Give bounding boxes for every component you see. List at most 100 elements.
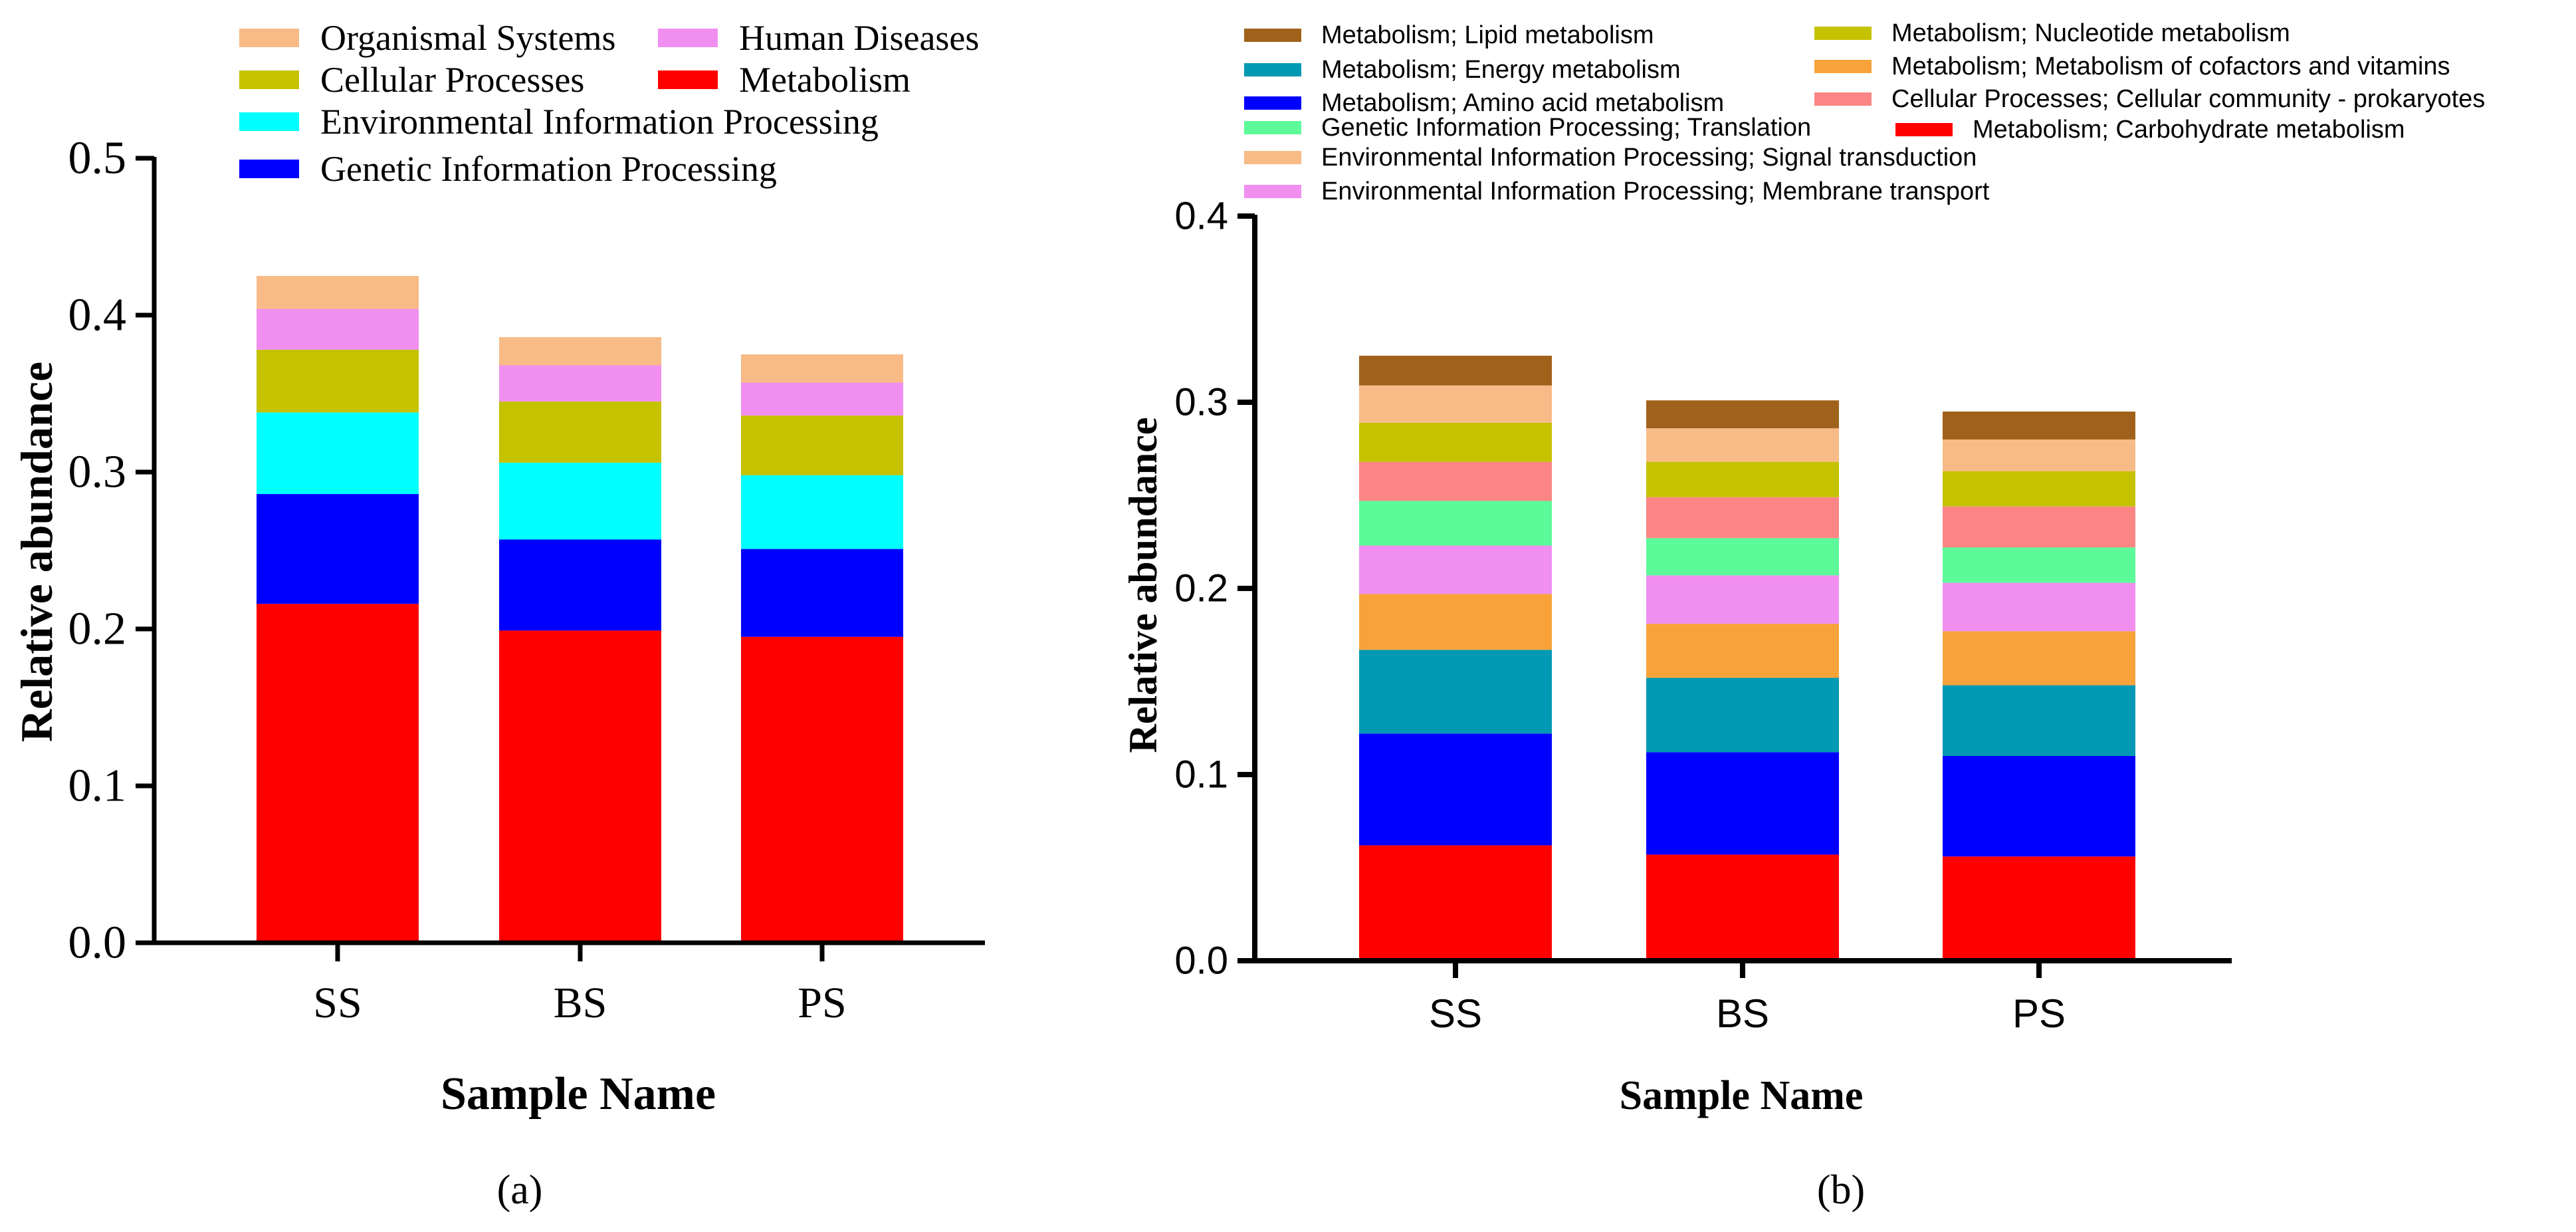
panel-b-legend-item: Metabolism; Nucleotide metabolism — [1814, 19, 2290, 47]
panel-b-legend-label: Genetic Information Processing; Translat… — [1321, 114, 1811, 142]
panel-a-y-tick-label: 0.5 — [68, 133, 127, 184]
panel-b-bar-bs-5 — [1646, 538, 1839, 576]
panel-b-bar-ps-1 — [1943, 756, 2135, 857]
panel-b-x-tick-label: SS — [1429, 991, 1482, 1036]
panel-b-bar-ss-6 — [1359, 461, 1552, 501]
panel-b-bar-ps-6 — [1943, 506, 2135, 548]
panel-b-bar-ss-8 — [1359, 385, 1552, 423]
panel-b-legend-label: Cellular Processes; Cellular community -… — [1891, 85, 2485, 113]
panel-b-legend-item: Genetic Information Processing; Translat… — [1244, 114, 1811, 142]
panel-b-bar-ss-9 — [1359, 356, 1552, 386]
panel-a-panel-label: (a) — [497, 1168, 543, 1213]
panel-a-y-tick-label: 0.4 — [68, 290, 127, 341]
panel-a-x-tick-label: BS — [554, 979, 607, 1027]
panel-b-x-tick-label: BS — [1716, 991, 1769, 1036]
panel-a-legend-item: Human Diseases — [658, 18, 979, 58]
panel-a-legend-item: Organismal Systems — [239, 18, 616, 58]
panel-a-legend-label: Metabolism — [739, 60, 911, 100]
panel-a-legend-item: Genetic Information Processing — [239, 149, 777, 189]
panel-a-bar-bs-1 — [499, 539, 661, 631]
panel-b-bar-ps-0 — [1943, 856, 2135, 961]
panel-b-x-axis-title: Sample Name — [1620, 1073, 1864, 1118]
panel-b-y-tick-label: 0.1 — [1174, 753, 1228, 797]
panel-a-bar-ps-1 — [741, 549, 903, 637]
panel-a-legend-label: Organismal Systems — [320, 18, 616, 58]
panel-b-legend-item: Metabolism; Lipid metabolism — [1244, 21, 1654, 49]
panel-a-bar-bs-0 — [499, 630, 661, 943]
panel-b-legend-label: Metabolism; Energy metabolism — [1321, 56, 1681, 84]
panel-b-legend-label: Metabolism; Nucleotide metabolism — [1891, 19, 2290, 47]
panel-b-bar-ps-9 — [1943, 412, 2135, 439]
panel-b-bar-ss-7 — [1359, 422, 1552, 462]
panel-b-legend-swatch — [1244, 151, 1301, 164]
panel-b-legend-label: Metabolism; Carbohydrate metabolism — [1973, 116, 2405, 144]
panel-a-legend-label: Environmental Information Processing — [320, 102, 879, 142]
panel-b-bar-bs-1 — [1646, 752, 1839, 855]
panel-a-bar-bs-5 — [499, 337, 661, 366]
panel-b-bar-ss-3 — [1359, 594, 1552, 650]
panel-a-y-tick-label: 0.0 — [68, 918, 127, 969]
panel-a-bar-bs-3 — [499, 401, 661, 463]
panel-a-legend-swatch — [239, 29, 299, 47]
panel-a-legend-swatch — [658, 70, 718, 89]
panel-a-legend-swatch — [658, 29, 718, 47]
panel-b-legend-label: Metabolism; Lipid metabolism — [1321, 21, 1654, 49]
panel-b-legend-label: Metabolism; Amino acid metabolism — [1321, 89, 1724, 117]
panel-b-bar-ss-4 — [1359, 545, 1552, 594]
panel-a-bar-ps-2 — [741, 475, 903, 549]
panel-b-bar-ps-2 — [1943, 685, 2135, 756]
panel-a-legend-label: Human Diseases — [739, 18, 979, 58]
panel-b-y-tick-label: 0.2 — [1174, 567, 1228, 610]
panel-a-bar-ps-5 — [741, 354, 903, 383]
panel-a-chart: 0.0 0.1 0.2 0.3 0.4 0.5 SS BS PS Sample Name Relat… — [11, 18, 985, 1213]
panel-b-legend-swatch — [1814, 92, 1872, 106]
panel-a-bar-bs-4 — [499, 365, 661, 402]
panel-b-legend-swatch — [1814, 27, 1872, 40]
panel-b-legend-item: Metabolism; Energy metabolism — [1244, 56, 1681, 84]
panel-b-legend-label: Environmental Information Processing; Si… — [1321, 144, 1977, 172]
panel-a-legend-label: Genetic Information Processing — [320, 149, 777, 189]
panel-a-bar-ps-0 — [741, 636, 903, 943]
panel-b-bar-ss-2 — [1359, 650, 1552, 734]
panel-a-bar-ss-2 — [257, 412, 419, 495]
panel-a-y-tick-label: 0.1 — [68, 761, 127, 812]
panel-b-x-tick-label: PS — [2012, 991, 2066, 1036]
panel-a-y-tick-label: 0.2 — [68, 604, 127, 655]
panel-b-bar-ps-4 — [1943, 582, 2135, 632]
panel-b-y-axis-title: Relative abundance — [1121, 417, 1165, 753]
panel-b-bar-bs-7 — [1646, 461, 1839, 497]
panel-a-bar-ss-0 — [257, 604, 419, 943]
panel-b-legend-swatch — [1244, 96, 1301, 110]
panel-a-y-tick-label: 0.3 — [68, 447, 127, 498]
panel-b-legend-label: Environmental Information Processing; Me… — [1321, 178, 1990, 205]
panel-b-y-tick-label: 0.0 — [1174, 939, 1228, 983]
panel-b-bar-bs-6 — [1646, 497, 1839, 539]
panel-b-legend-item: Metabolism; Metabolism of cofactors and … — [1814, 53, 2450, 80]
panel-b-bar-ss-1 — [1359, 733, 1552, 846]
panel-b-bar-ps-5 — [1943, 547, 2135, 583]
panel-b-legend-swatch — [1814, 60, 1872, 73]
panel-b-legend-swatch — [1244, 63, 1301, 76]
panel-b-legend-label: Metabolism; Metabolism of cofactors and … — [1891, 53, 2450, 80]
panel-a-bar-ss-1 — [257, 494, 419, 604]
panel-b-bar-bs-0 — [1646, 854, 1839, 961]
panel-b-bar-bs-2 — [1646, 678, 1839, 753]
panel-a-legend-swatch — [239, 112, 299, 131]
panel-b-bar-ss-5 — [1359, 501, 1552, 546]
panel-a-bar-ps-4 — [741, 382, 903, 416]
panel-b-bar-bs-9 — [1646, 400, 1839, 429]
panel-b-legend-swatch — [1244, 121, 1301, 134]
panel-a-legend-item: Metabolism — [658, 60, 911, 100]
panel-b-y-tick-label: 0.4 — [1174, 195, 1228, 238]
panel-b-legend-swatch — [1244, 29, 1301, 42]
panel-a-x-tick-label: PS — [798, 979, 846, 1027]
panel-b-y-tick-label: 0.3 — [1174, 381, 1228, 424]
panel-b-legend-item: Cellular Processes; Cellular community -… — [1814, 85, 2485, 113]
panel-b-bar-ps-7 — [1943, 471, 2135, 507]
panel-b-legend-item: Environmental Information Processing; Si… — [1244, 144, 1977, 172]
panel-b-legend-item: Environmental Information Processing; Me… — [1244, 178, 1990, 205]
panel-a-x-axis-title: Sample Name — [441, 1068, 716, 1120]
panel-a-bar-ps-3 — [741, 416, 903, 475]
panel-b-legend-swatch — [1895, 123, 1953, 136]
